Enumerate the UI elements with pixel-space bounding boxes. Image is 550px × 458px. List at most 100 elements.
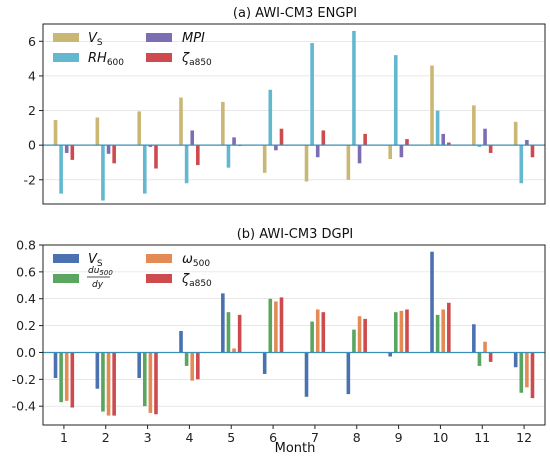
bar-b-s1-m10 (435, 314, 440, 353)
bar-b-s2-m5 (232, 348, 236, 353)
bar-b-s2-m6 (274, 301, 278, 353)
bar-a-s1-m11 (477, 145, 482, 147)
x-tick-label-5: 5 (227, 430, 235, 445)
bar-a-s0-m8 (346, 145, 351, 180)
x-tick-label-10: 10 (432, 430, 448, 445)
bar-b-s2-m3 (148, 352, 153, 413)
bar-a-s1-m9 (393, 55, 398, 146)
bar-b-s3-m9 (405, 309, 409, 353)
x-tick-label-4: 4 (185, 430, 193, 445)
bar-b-s1-m3 (142, 352, 147, 407)
bar-b-s2-m2 (106, 352, 111, 416)
x-tick-label-7: 7 (311, 430, 319, 445)
bar-a-s2-m12 (525, 139, 529, 146)
bar-b-s0-m2 (95, 352, 100, 389)
bar-a-s2-m7 (315, 145, 320, 158)
bar-a-s1-m7 (310, 43, 314, 146)
bar-b-s2-m12 (525, 352, 529, 388)
x-tick-label-8: 8 (353, 430, 361, 445)
bar-a-s3-m7 (321, 130, 326, 146)
bar-a-s3-m9 (405, 139, 409, 146)
x-tick-label-12: 12 (516, 430, 532, 445)
y-tick-label-a-2: 2 (28, 103, 36, 118)
bar-b-s0-m3 (137, 352, 141, 378)
bar-a-s2-m1 (64, 145, 69, 153)
y-tick-label-b-4: 0.4 (16, 291, 36, 306)
bar-a-s3-m11 (488, 145, 493, 153)
x-tick-label-11: 11 (474, 430, 490, 445)
bar-a-s1-m8 (352, 30, 356, 146)
bar-b-s3-m6 (279, 297, 284, 353)
legend-b-swatch-dudy (53, 274, 79, 283)
bar-b-s0-m11 (472, 324, 476, 353)
legend-a-swatch-vs (53, 33, 79, 42)
legend-b-label-omega: ω500 (182, 252, 210, 269)
bar-b-s0-m4 (179, 330, 183, 353)
panel-b-bars (53, 251, 535, 416)
panel-b-legend: VS du500 dy ω500 ζa850 (53, 252, 212, 290)
bar-a-s3-m10 (447, 142, 451, 146)
y-tick-label-b-5: 0.6 (16, 264, 36, 279)
bar-b-s0-m7 (304, 352, 309, 397)
bar-a-s1-m4 (184, 145, 189, 184)
legend-a-swatch-mpi (146, 33, 172, 42)
bar-a-s2-m3 (148, 145, 153, 147)
panel-b-x-ticks: 1 2 3 4 5 6 7 8 9 10 11 12 (60, 425, 532, 445)
bar-a-s0-m5 (221, 101, 225, 146)
bar-b-s1-m4 (184, 352, 189, 366)
bar-b-s3-m2 (112, 352, 116, 416)
panel-b-title: (b) AWI-CM3 DGPI (237, 227, 354, 242)
y-tick-label-b-0: -0.4 (12, 399, 36, 414)
y-tick-label-a-4: 6 (28, 34, 36, 49)
bar-a-s2-m10 (441, 133, 446, 146)
bar-a-s3-m12 (530, 145, 535, 158)
svg-text:du500: du500 (88, 266, 113, 277)
bar-b-s0-m1 (53, 352, 58, 378)
panel-b-x-axis-label: Month (275, 441, 316, 456)
bar-a-s2-m11 (483, 128, 487, 146)
bar-b-s3-m1 (70, 352, 75, 408)
bar-a-s0-m9 (388, 145, 392, 159)
bar-b-s3-m4 (196, 352, 200, 380)
bar-a-s2-m9 (399, 145, 404, 158)
bar-a-s2-m6 (274, 145, 278, 151)
y-tick-label-b-2: 0.0 (16, 345, 36, 360)
legend-b-label-zeta: ζa850 (181, 272, 212, 289)
legend-a-label-zeta: ζa850 (181, 51, 212, 68)
legend-b-label-dudy: du500 dy (87, 266, 113, 290)
bar-b-s0-m10 (430, 251, 434, 353)
x-tick-label-2: 2 (102, 430, 110, 445)
bar-b-s3-m3 (154, 352, 158, 415)
legend-b-swatch-vs (53, 254, 79, 263)
bar-a-s3-m8 (363, 133, 367, 146)
bar-a-s0-m1 (53, 120, 58, 146)
y-tick-label-a-3: 4 (28, 68, 36, 83)
bar-b-s1-m12 (519, 352, 524, 393)
bar-a-s1-m1 (59, 145, 63, 194)
bar-b-s0-m12 (513, 352, 518, 368)
bar-b-s3-m10 (447, 302, 451, 353)
bar-b-s3-m5 (237, 314, 242, 353)
bar-b-s1-m8 (352, 329, 356, 353)
bar-a-s3-m2 (112, 145, 116, 164)
bar-b-s0-m9 (388, 352, 392, 357)
bar-a-s0-m12 (513, 121, 518, 146)
bar-b-s2-m9 (399, 310, 404, 353)
bar-a-s0-m4 (179, 97, 183, 146)
panel-b-dgpi: (b) AWI-CM3 DGPI -0.4 -0.2 0.0 0.2 0.4 0.6 0.8… (12, 227, 546, 456)
bar-a-s0-m6 (262, 145, 267, 173)
x-tick-label-6: 6 (269, 430, 277, 445)
bar-b-s1-m11 (477, 352, 482, 366)
bar-b-s3-m8 (363, 318, 367, 353)
bar-b-s2-m8 (357, 316, 362, 353)
bar-a-s1-m12 (519, 145, 524, 184)
bar-a-s2-m8 (357, 145, 362, 164)
panel-a-bars (53, 30, 535, 201)
panel-a-y-ticks: -2 0 2 4 6 (24, 34, 43, 187)
bar-a-s0-m3 (137, 111, 141, 146)
y-tick-label-a-0: -2 (24, 172, 36, 187)
bar-b-s2-m4 (190, 352, 195, 381)
bar-b-s0-m6 (262, 352, 267, 374)
